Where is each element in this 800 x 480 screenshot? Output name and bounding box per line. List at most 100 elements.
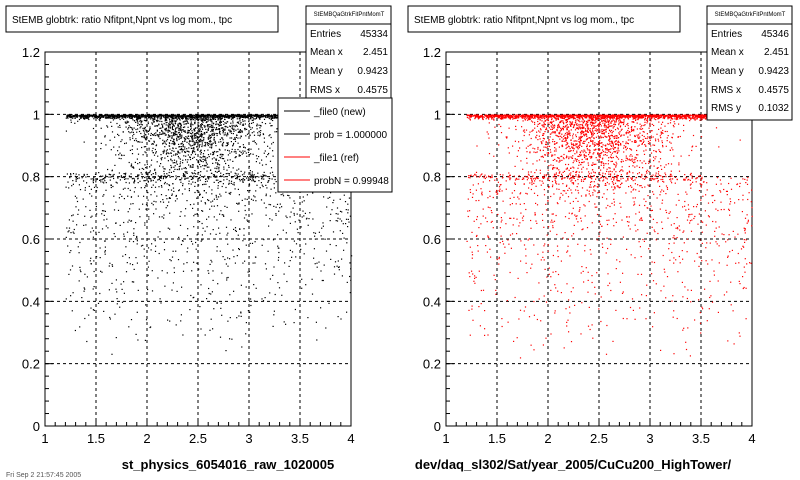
scatter-point — [140, 114, 142, 116]
scatter-point — [169, 123, 172, 125]
scatter-point — [70, 250, 72, 252]
scatter-point — [98, 116, 100, 118]
scatter-point — [158, 252, 160, 255]
scatter-point — [111, 282, 113, 284]
scatter-point — [218, 168, 220, 170]
scatter-point — [133, 268, 135, 270]
scatter-point — [217, 128, 219, 131]
scatter-point — [207, 128, 210, 130]
scatter-point — [207, 126, 209, 128]
scatter-point — [165, 176, 167, 178]
scatter-point — [83, 290, 85, 292]
scatter-point — [244, 171, 246, 173]
scatter-point — [168, 201, 170, 203]
scatter-point — [222, 256, 224, 258]
scatter-point — [174, 133, 176, 136]
scatter-point — [205, 178, 207, 180]
scatter-point — [141, 177, 143, 179]
scatter-point — [99, 292, 101, 295]
scatter-point — [176, 290, 178, 292]
scatter-point — [150, 138, 152, 140]
scatter-point — [168, 116, 170, 118]
scatter-point — [219, 180, 221, 183]
scatter-point — [329, 196, 331, 198]
legend-label-prob: prob = 1.000000 — [314, 130, 388, 141]
scatter-point — [100, 116, 102, 119]
scatter-point — [164, 175, 166, 177]
scatter-point — [161, 270, 163, 272]
scatter-point — [269, 172, 271, 174]
scatter-point — [165, 114, 167, 116]
scatter-point — [203, 156, 205, 158]
scatter-point — [269, 218, 271, 220]
scatter-point — [96, 117, 99, 119]
scatter-point — [468, 117, 470, 119]
scatter-point — [263, 178, 265, 180]
scatter-point — [537, 118, 539, 120]
scatter-point — [272, 150, 274, 152]
y-tick-labels: 00.20.40.60.811.2 — [22, 45, 40, 434]
scatter-point — [217, 187, 219, 189]
scatter-point — [235, 177, 237, 180]
scatter-point — [346, 281, 348, 283]
scatter-point — [211, 291, 213, 293]
scatter-point — [190, 145, 192, 147]
scatter-point — [194, 137, 196, 139]
scatter-point — [155, 115, 157, 117]
scatter-point — [273, 314, 275, 316]
scatter-point — [133, 139, 136, 142]
scatter-point — [261, 244, 263, 246]
scatter-point — [182, 240, 184, 242]
scatter-point — [193, 215, 195, 217]
scatter-point — [81, 177, 83, 179]
scatter-point — [164, 142, 166, 144]
scatter-point — [200, 159, 202, 161]
scatter-point — [170, 158, 172, 160]
scatter-point — [157, 134, 159, 136]
scatter-point — [188, 151, 190, 153]
scatter-point — [83, 224, 85, 226]
scatter-point — [191, 130, 193, 132]
scatter-point — [172, 141, 174, 143]
scatter-point — [103, 210, 105, 212]
scatter-point — [69, 116, 71, 119]
scatter-point — [186, 172, 188, 174]
scatter-point — [82, 116, 84, 118]
scatter-point — [155, 145, 157, 147]
scatter-point — [703, 114, 705, 117]
scatter-point — [107, 117, 109, 119]
scatter-point — [276, 131, 278, 133]
scatter-point — [93, 118, 95, 120]
scatter-point — [151, 116, 153, 118]
scatter-point — [318, 261, 320, 263]
scatter-point — [150, 164, 152, 166]
scatter-point — [218, 116, 220, 118]
scatter-point — [652, 115, 655, 117]
scatter-point — [90, 216, 92, 218]
scatter-point — [145, 152, 147, 154]
scatter-point — [108, 173, 110, 175]
scatter-point — [171, 160, 173, 162]
scatter-point — [248, 177, 250, 179]
scatter-point — [233, 290, 235, 292]
scatter-point — [143, 195, 145, 197]
scatter-point — [153, 133, 156, 135]
scatter-point — [614, 115, 616, 117]
scatter-point — [172, 187, 175, 189]
scatter-point — [155, 201, 157, 203]
scatter-point — [145, 116, 147, 118]
scatter-point — [244, 205, 246, 207]
scatter-point — [230, 126, 232, 128]
scatter-point — [139, 116, 141, 118]
scatter-point — [225, 145, 227, 147]
scatter-point — [264, 150, 266, 152]
scatter-point — [251, 116, 253, 118]
scatter-point — [219, 115, 221, 117]
scatter-point — [164, 128, 166, 130]
scatter-point — [191, 116, 193, 118]
scatter-point — [118, 157, 120, 159]
scatter-point — [208, 186, 210, 188]
scatter-point — [140, 115, 143, 117]
scatter-point — [209, 263, 211, 265]
scatter-point — [248, 238, 250, 240]
